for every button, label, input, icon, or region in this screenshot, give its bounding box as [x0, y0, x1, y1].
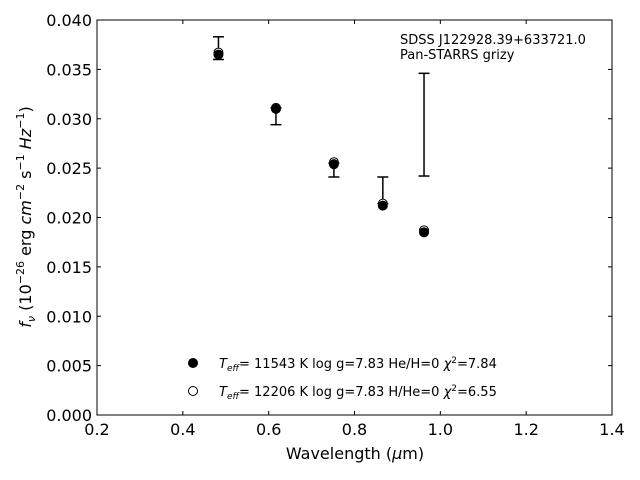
y-tick-label: 0.015: [46, 258, 92, 277]
y-tick-label: 0.040: [46, 11, 92, 30]
plot-frame: [96, 19, 613, 416]
y-tick-label: 0.020: [46, 209, 92, 228]
x-tick-label: 0.6: [256, 420, 281, 439]
legend-entry-2: Teff= 12206 K log g=7.83 H/He=0 χ2=6.55: [219, 384, 497, 402]
x-tick-label: 0.2: [84, 420, 109, 439]
errorbar: [418, 72, 430, 177]
y-axis-label: fν (10−26 erg cm−2 s−1 Hz−1): [14, 106, 38, 327]
observed-errorbars: [212, 36, 430, 205]
x-tick-label: 1.4: [599, 420, 624, 439]
point-filled: [377, 200, 388, 211]
y-tick-label: 0.005: [46, 357, 92, 376]
x-axis-label: Wavelength (μm): [286, 444, 424, 463]
point-filled: [270, 103, 281, 114]
legend-marker-filled: [188, 358, 198, 368]
y-tick-label: 0.030: [46, 110, 92, 129]
legend: Teff= 11543 K log g=7.83 He/H=0 χ2=7.84 …: [188, 356, 497, 402]
x-axis: 0.2 0.4 0.6 0.8 1.0 1.2 1.4: [84, 20, 625, 439]
point-filled: [419, 227, 430, 238]
legend-entry-1: Teff= 11543 K log g=7.83 He/H=0 χ2=7.84: [219, 356, 497, 374]
legend-marker-open: [188, 386, 198, 396]
annotation-line-1: SDSS J122928.39+633721.0: [400, 33, 586, 48]
y-tick-label: 0.035: [46, 60, 92, 79]
x-tick-label: 0.4: [170, 420, 195, 439]
y-tick-label: 0.000: [46, 406, 92, 425]
x-tick-label: 1.0: [428, 420, 453, 439]
x-tick-label: 1.2: [513, 420, 538, 439]
x-tick-label: 0.8: [342, 420, 367, 439]
y-tick-label: 0.025: [46, 159, 92, 178]
point-filled: [328, 159, 339, 170]
annotation-line-2: Pan-STARRS grizy: [400, 48, 515, 63]
y-tick-label: 0.010: [46, 307, 92, 326]
model-points: [213, 47, 430, 238]
y-axis: 0.000 0.005 0.010 0.015 0.020 0.025 0.030 0.035…: [46, 11, 612, 425]
point-filled: [213, 49, 224, 60]
